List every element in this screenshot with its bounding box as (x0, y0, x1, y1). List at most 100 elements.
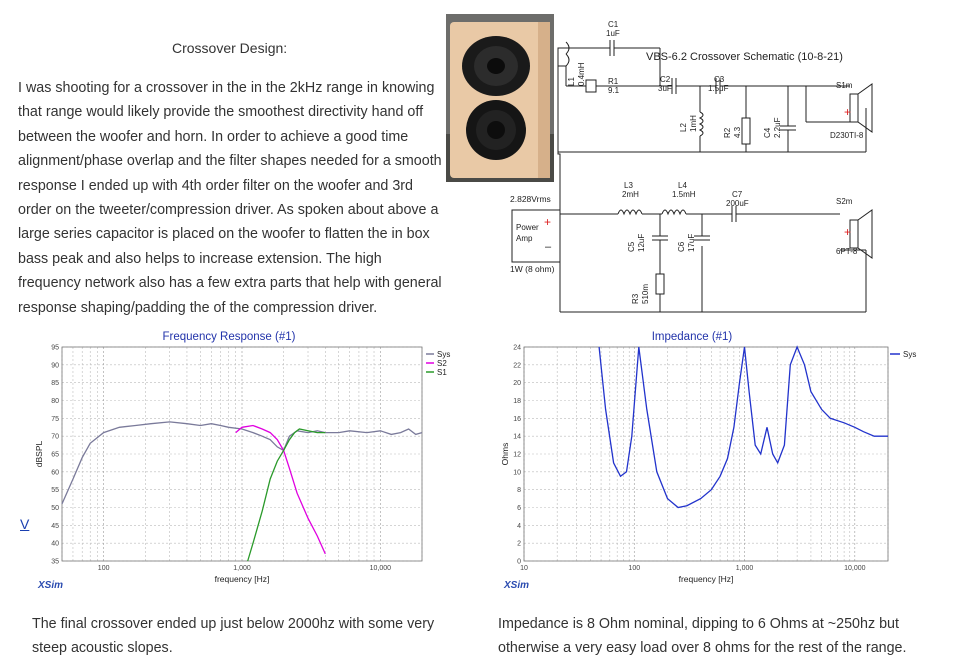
value-c2: 3uF (658, 84, 672, 93)
label-l3: L3 (624, 181, 633, 190)
x-tick-label: 10,000 (844, 565, 866, 572)
value-r3: 510m (641, 284, 650, 304)
x-tick-label: 1,000 (736, 565, 754, 572)
legend-label: S1 (437, 368, 447, 377)
label-l2: L2 (679, 123, 688, 132)
chart-title: Frequency Response (#1) (163, 331, 296, 343)
label-c1: C1 (608, 20, 619, 29)
y-tick-label: 90 (51, 362, 59, 369)
value-l1: 0.4mH (577, 62, 586, 86)
y-axis-label: Ohms (500, 443, 510, 466)
y-tick-label: 70 (51, 434, 59, 441)
series-lines (61, 421, 423, 562)
plot-frame (61, 346, 423, 562)
legend-label: Sys (903, 350, 916, 359)
x-tick-label: 100 (628, 565, 640, 572)
driver-s2-plus: + (844, 225, 851, 239)
xsim-watermark: XSim (503, 580, 529, 591)
x-tick-label: 10 (520, 565, 528, 572)
frequency-response-chart: Frequency Response (#1) 35 40 45 50 55 60 65 70… (34, 331, 450, 591)
x-tick-label: 100 (98, 565, 110, 572)
legend-label: Sys (437, 350, 450, 359)
label-r3: R3 (631, 293, 640, 304)
x-tick-label: 1,000 (233, 565, 251, 572)
series-lines (598, 345, 888, 509)
y-tick-label: 12 (513, 452, 521, 459)
y-tick-label: 24 (513, 345, 521, 352)
y-tick-label: 45 (51, 523, 59, 530)
value-r2: 4.3 (733, 126, 742, 138)
value-l2: 1mH (689, 115, 698, 132)
x-tick-label: 10,000 (370, 565, 392, 572)
schematic-title: VBS-6.2 Crossover Schematic (10-8-21) (646, 51, 843, 63)
y-tick-label: 80 (51, 398, 59, 405)
amp-minus: – (545, 241, 552, 253)
value-c4: 2.2uF (773, 117, 782, 138)
label-c7: C7 (732, 190, 743, 199)
y-tick-label: 35 (51, 559, 59, 566)
y-tick-label: 14 (513, 434, 521, 441)
chart-title: Impedance (#1) (652, 331, 733, 343)
driver-s1-model: D230TI-8 (830, 131, 864, 140)
label-r2: R2 (723, 127, 732, 138)
value-c7: 200uF (726, 199, 749, 208)
chart-grid (523, 346, 889, 562)
series-line-s2 (235, 424, 326, 555)
series-line-s1 (247, 428, 326, 562)
article-paragraph: I was shooting for a crossover in the in… (18, 80, 442, 316)
value-c5: 12uF (637, 234, 646, 252)
value-r1: 9.1 (608, 86, 620, 95)
value-c3: 1.5uF (708, 84, 729, 93)
legend-label: S2 (437, 359, 447, 368)
amp-plus: + (544, 215, 551, 229)
y-axis-label: dBSPL (34, 440, 44, 467)
chart-grid (61, 346, 423, 562)
value-l3: 2mH (622, 190, 639, 199)
driver-s1-id: S1m (836, 81, 853, 90)
y-tick-label: 0 (517, 559, 521, 566)
y-tick-label: 2 (517, 541, 521, 548)
crossover-schematic: VBS-6.2 Crossover Schematic (10-8-21) 2.… (510, 20, 873, 313)
caption-frequency-response: The final crossover ended up just below … (32, 616, 435, 657)
y-tick-label: 8 (517, 487, 521, 494)
y-tick-label: 16 (513, 416, 521, 423)
amp-label-2: Amp (516, 234, 533, 243)
plot-frame (523, 346, 889, 562)
y-tick-label: 10 (513, 469, 521, 476)
legend: Sys (890, 350, 916, 359)
y-tick-label: 75 (51, 416, 59, 423)
amp-label-1: Power (516, 223, 539, 232)
label-c6: C6 (677, 241, 686, 252)
label-c5: C5 (627, 241, 636, 252)
y-tick-label: 40 (51, 541, 59, 548)
value-l4: 1.5mH (672, 190, 696, 199)
label-c3: C3 (714, 75, 725, 84)
x-tick-labels: 10 100 1,000 10,000 (520, 565, 866, 572)
y-tick-label: 6 (517, 505, 521, 512)
y-tick-label: 65 (51, 452, 59, 459)
y-tick-label: 20 (513, 380, 521, 387)
x-tick-labels: 100 1,000 10,000 (98, 565, 391, 572)
section-title: Crossover Design: (172, 40, 288, 56)
driver-s2-model: 6PT-8 (836, 247, 858, 256)
y-tick-label: 18 (513, 398, 521, 405)
y-tick-label: 4 (517, 523, 521, 530)
y-tick-label: 50 (51, 505, 59, 512)
y-tick-labels: 35 40 45 50 55 60 65 70 75 80 85 90 95 (51, 345, 59, 566)
y-tick-label: 55 (51, 487, 59, 494)
x-axis-label: frequency [Hz] (215, 574, 270, 584)
driver-s2-id: S2m (836, 197, 853, 206)
y-tick-label: 22 (513, 362, 521, 369)
label-c4: C4 (763, 127, 772, 138)
y-tick-label: 85 (51, 380, 59, 387)
x-axis-label: frequency [Hz] (679, 574, 734, 584)
label-r1: R1 (608, 77, 619, 86)
label-c2: C2 (660, 75, 671, 84)
source-voltage: 2.828Vrms (510, 194, 551, 204)
speaker-photo (446, 14, 554, 182)
stray-link-mark[interactable]: V (20, 516, 30, 532)
caption-impedance: Impedance is 8 Ohm nominal, dipping to 6… (498, 616, 907, 657)
